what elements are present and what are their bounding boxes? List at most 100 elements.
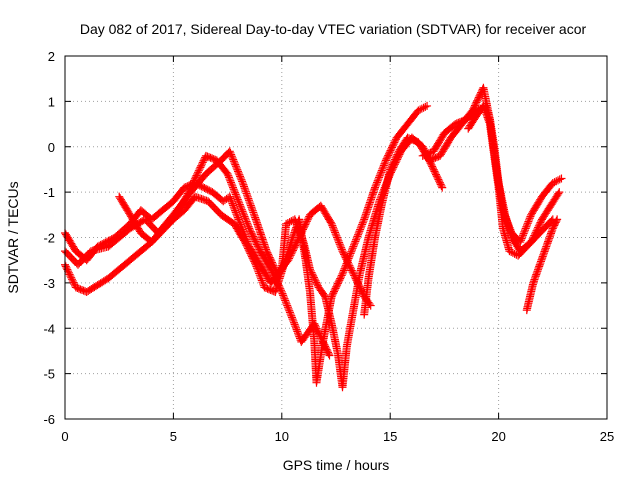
data-point [244, 222, 253, 231]
data-point [377, 168, 386, 177]
data-point [225, 192, 234, 201]
data-point [229, 201, 238, 210]
data-point [237, 205, 246, 214]
data-point [312, 278, 321, 287]
data-point [243, 191, 252, 200]
data-point [347, 245, 356, 254]
data-point [293, 327, 302, 336]
data-point [345, 252, 354, 261]
data-point [239, 209, 248, 218]
data-point [252, 262, 261, 271]
data-point [227, 152, 236, 161]
data-point [231, 206, 240, 215]
data-point [373, 176, 382, 185]
data-point [241, 187, 250, 196]
data-point [518, 231, 527, 240]
data-point [554, 176, 563, 185]
data-point [228, 153, 237, 162]
data-point [293, 329, 302, 338]
data-series [522, 215, 562, 315]
data-point [351, 237, 360, 246]
data-point [233, 211, 242, 220]
data-point [508, 248, 517, 257]
data-series [61, 147, 375, 310]
data-point [313, 280, 322, 289]
data-point [417, 104, 426, 113]
data-point [374, 175, 383, 184]
data-point [235, 170, 244, 179]
data-point [416, 105, 425, 114]
data-point [227, 180, 236, 189]
data-point [347, 247, 356, 256]
data-point [332, 231, 341, 240]
data-point [288, 315, 297, 324]
y-tick-label: 2 [48, 49, 55, 64]
data-point [245, 198, 254, 207]
y-tick-label: -3 [43, 276, 55, 291]
data-point [223, 169, 232, 178]
data-point [311, 276, 320, 285]
data-point [226, 194, 235, 203]
data-point [517, 234, 526, 243]
data-point [327, 219, 336, 228]
data-point [241, 185, 250, 194]
plot-frame [64, 55, 608, 420]
tick-labels: 0 5 10 15 20 25 -6 -5 -4 -3 -2 -1 0 1 2 [43, 49, 614, 444]
data-point [235, 217, 244, 226]
data-point [522, 222, 531, 231]
data-point [340, 264, 349, 273]
grid-lines [65, 56, 607, 419]
data-point [227, 197, 236, 206]
data-point [231, 188, 240, 197]
data-point [438, 183, 447, 192]
data-point [336, 242, 345, 251]
data-point [378, 164, 387, 173]
data-point [238, 207, 247, 216]
data-point [278, 289, 287, 298]
data-point [231, 208, 240, 217]
data-point [281, 298, 290, 307]
data-point [283, 303, 292, 312]
data-point [358, 218, 367, 227]
data-point [387, 162, 396, 171]
data-point [244, 194, 253, 203]
data-point [233, 213, 242, 222]
data-point [342, 259, 351, 268]
data-point [334, 236, 343, 245]
data-point [197, 160, 206, 169]
chart-title: Day 082 of 2017, Sidereal Day-to-day VTE… [80, 21, 587, 37]
x-tick-label: 10 [275, 429, 289, 444]
data-point [233, 193, 242, 202]
data-point [237, 204, 246, 213]
data-point [392, 152, 401, 161]
data-point [194, 168, 203, 177]
data-point [227, 150, 236, 159]
data-point [552, 216, 561, 225]
data-point [199, 156, 208, 165]
data-point [356, 225, 365, 234]
y-tick-label: 0 [48, 140, 55, 155]
data-point [237, 175, 246, 184]
data-point [238, 177, 247, 186]
y-tick-label: -2 [43, 231, 55, 246]
data-point [335, 238, 344, 247]
data-point [232, 210, 241, 219]
data-point [329, 223, 338, 232]
data-point [254, 267, 263, 276]
data-point [284, 304, 293, 313]
data-point [341, 262, 350, 271]
data-point [525, 215, 534, 224]
data-point [359, 217, 368, 226]
data-point [291, 323, 300, 332]
data-point [375, 171, 384, 180]
data-point [328, 221, 337, 230]
data-point [523, 221, 532, 230]
data-point [386, 165, 395, 174]
data-point [226, 148, 235, 157]
data-point [516, 236, 525, 245]
data-point [337, 243, 346, 252]
data-point [337, 245, 346, 254]
data-point [282, 299, 291, 308]
data-point [228, 181, 237, 190]
data-point [518, 232, 527, 241]
